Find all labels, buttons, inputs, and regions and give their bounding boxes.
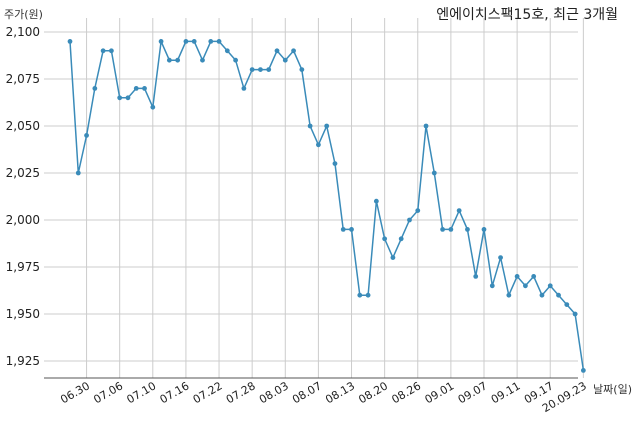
y-tick-label: 2,025 [6, 166, 40, 180]
price-point [324, 123, 330, 129]
x-tick-label: 08.20 [356, 379, 390, 406]
price-point [307, 123, 313, 129]
price-point [481, 227, 487, 232]
price-point [340, 227, 346, 232]
price-point [183, 39, 189, 44]
price-point [332, 161, 338, 167]
x-axis-label: 날짜(일) [593, 383, 632, 396]
price-point [556, 292, 561, 298]
price-point [373, 198, 379, 204]
x-tick-label: 07.06 [91, 379, 125, 406]
price-point [67, 39, 73, 44]
x-tick-label: 08.07 [290, 379, 324, 406]
x-tick-label: 06.30 [58, 379, 92, 406]
price-point [216, 39, 222, 44]
price-point [249, 67, 255, 72]
price-point [572, 311, 578, 317]
price-point [92, 86, 98, 91]
x-tick-label: 09.07 [456, 379, 490, 406]
price-point [241, 86, 247, 91]
price-point [299, 67, 305, 72]
price-point [514, 274, 520, 279]
price-point [456, 208, 462, 214]
price-point [365, 292, 371, 298]
price-point [75, 170, 81, 176]
price-point [349, 227, 354, 232]
price-point [125, 95, 131, 101]
y-tick-label: 2,050 [6, 119, 40, 133]
price-point [109, 48, 114, 54]
x-tick-label: 07.28 [224, 379, 258, 406]
price-point [191, 39, 197, 44]
price-point [448, 227, 454, 232]
x-tick-label: 09.01 [423, 379, 457, 406]
price-point [142, 86, 147, 91]
price-point [564, 302, 570, 307]
x-tick-label: 07.10 [125, 379, 159, 406]
price-line [69, 38, 585, 371]
x-tick-label: 08.13 [323, 379, 357, 406]
price-point [431, 170, 437, 176]
y-tick-label: 2,100 [6, 25, 40, 39]
price-point [473, 274, 479, 279]
price-point [539, 292, 545, 298]
price-point [100, 48, 106, 54]
price-point [274, 48, 280, 54]
price-point [175, 57, 181, 63]
price-point [357, 292, 363, 298]
price-point [316, 142, 321, 148]
y-tick-label: 2,075 [6, 72, 40, 86]
price-point [84, 133, 89, 138]
price-point [158, 39, 164, 44]
price-point [440, 227, 445, 232]
y-tick-label: 1,950 [6, 307, 40, 321]
price-point [200, 57, 205, 63]
price-point [523, 283, 528, 289]
price-point [224, 48, 230, 54]
price-point [423, 123, 429, 129]
price-point [382, 236, 388, 242]
price-point [489, 283, 495, 289]
x-tick-label: 08.26 [389, 379, 423, 406]
price-point [547, 283, 553, 289]
price-point [166, 57, 172, 63]
price-point [531, 274, 537, 279]
price-point [117, 95, 123, 101]
price-point [407, 217, 412, 223]
x-tick-label: 08.03 [257, 379, 291, 406]
price-point [390, 255, 396, 260]
price-point [282, 57, 288, 63]
chart-title: 엔에이치스팩15호, 최근 3개월 [436, 7, 618, 23]
price-point [415, 208, 421, 214]
y-tick-label: 2,000 [6, 213, 40, 227]
price-point [506, 292, 512, 298]
price-point [465, 227, 470, 232]
price-point [133, 86, 139, 91]
y-axis-label: 주가(원) [4, 8, 43, 21]
price-point [150, 104, 156, 110]
price-point [398, 236, 404, 242]
x-tick-label: 07.16 [158, 379, 192, 406]
price-point [580, 368, 586, 373]
y-tick-label: 1,925 [6, 354, 40, 368]
price-point [208, 39, 214, 44]
price-point [291, 48, 296, 54]
x-tick-label: 07.22 [191, 379, 225, 406]
y-tick-label: 1,975 [6, 260, 40, 274]
price-point [498, 255, 503, 260]
price-point [233, 57, 239, 63]
price-point [266, 67, 272, 72]
x-tick-label: 09.11 [489, 379, 523, 406]
price-point [258, 67, 263, 72]
